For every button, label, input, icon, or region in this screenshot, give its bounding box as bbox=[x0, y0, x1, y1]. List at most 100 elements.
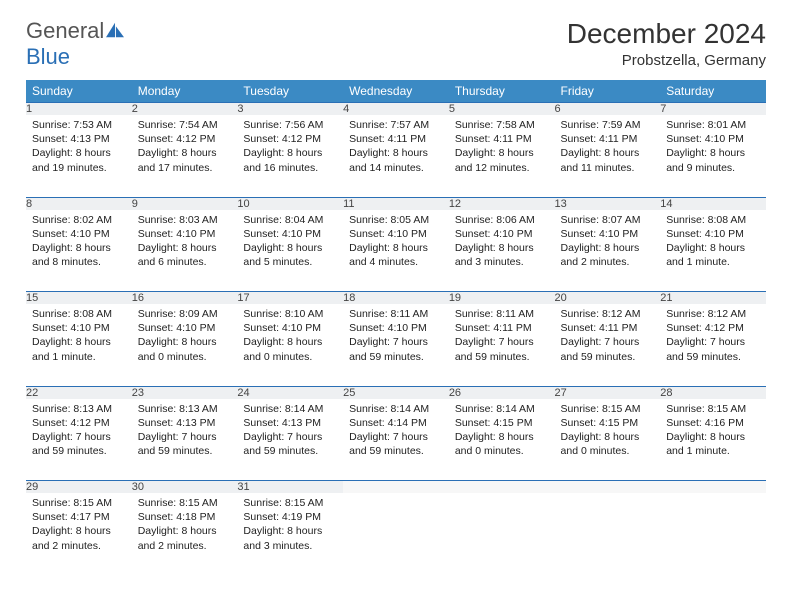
weekday-header: Tuesday bbox=[237, 80, 343, 103]
day-details: Sunrise: 8:15 AMSunset: 4:18 PMDaylight:… bbox=[132, 493, 238, 559]
sunset-text: Sunset: 4:11 PM bbox=[561, 321, 655, 335]
day-number: 6 bbox=[555, 103, 661, 116]
daylight-text: Daylight: 8 hours bbox=[243, 524, 337, 538]
sunrise-text: Sunrise: 8:02 AM bbox=[32, 213, 126, 227]
day-content-row: Sunrise: 7:53 AMSunset: 4:13 PMDaylight:… bbox=[26, 115, 766, 197]
day-number: 25 bbox=[343, 386, 449, 399]
day-number: 17 bbox=[237, 292, 343, 305]
day-number: 21 bbox=[660, 292, 766, 305]
sunrise-text: Sunrise: 8:15 AM bbox=[138, 496, 232, 510]
day-number: 2 bbox=[132, 103, 238, 116]
sunrise-text: Sunrise: 8:13 AM bbox=[138, 402, 232, 416]
day-cell: Sunrise: 7:56 AMSunset: 4:12 PMDaylight:… bbox=[237, 115, 343, 197]
day-number: 14 bbox=[660, 197, 766, 210]
day-cell: Sunrise: 8:03 AMSunset: 4:10 PMDaylight:… bbox=[132, 210, 238, 292]
day-details: Sunrise: 8:06 AMSunset: 4:10 PMDaylight:… bbox=[449, 210, 555, 276]
day-number-row: 15161718192021 bbox=[26, 292, 766, 305]
day-number: 5 bbox=[449, 103, 555, 116]
daylight-text: Daylight: 7 hours bbox=[455, 335, 549, 349]
sunset-text: Sunset: 4:13 PM bbox=[32, 132, 126, 146]
day-cell: Sunrise: 8:15 AMSunset: 4:17 PMDaylight:… bbox=[26, 493, 132, 575]
day-details: Sunrise: 8:05 AMSunset: 4:10 PMDaylight:… bbox=[343, 210, 449, 276]
daylight-text: and 3 minutes. bbox=[243, 539, 337, 553]
daylight-text: and 5 minutes. bbox=[243, 255, 337, 269]
daylight-text: Daylight: 8 hours bbox=[243, 241, 337, 255]
sunrise-text: Sunrise: 8:11 AM bbox=[349, 307, 443, 321]
daylight-text: Daylight: 8 hours bbox=[138, 335, 232, 349]
daylight-text: Daylight: 8 hours bbox=[32, 146, 126, 160]
daylight-text: Daylight: 8 hours bbox=[666, 146, 760, 160]
daylight-text: and 0 minutes. bbox=[138, 350, 232, 364]
sunset-text: Sunset: 4:10 PM bbox=[666, 227, 760, 241]
day-details: Sunrise: 8:15 AMSunset: 4:16 PMDaylight:… bbox=[660, 399, 766, 465]
day-cell: Sunrise: 8:09 AMSunset: 4:10 PMDaylight:… bbox=[132, 304, 238, 386]
daylight-text: and 16 minutes. bbox=[243, 161, 337, 175]
daylight-text: and 8 minutes. bbox=[32, 255, 126, 269]
daylight-text: Daylight: 8 hours bbox=[138, 524, 232, 538]
sunrise-text: Sunrise: 8:06 AM bbox=[455, 213, 549, 227]
sunset-text: Sunset: 4:17 PM bbox=[32, 510, 126, 524]
empty-cell bbox=[449, 493, 555, 575]
day-cell: Sunrise: 8:01 AMSunset: 4:10 PMDaylight:… bbox=[660, 115, 766, 197]
day-number-row: 891011121314 bbox=[26, 197, 766, 210]
day-cell: Sunrise: 8:08 AMSunset: 4:10 PMDaylight:… bbox=[660, 210, 766, 292]
daylight-text: Daylight: 8 hours bbox=[561, 241, 655, 255]
day-details: Sunrise: 7:56 AMSunset: 4:12 PMDaylight:… bbox=[237, 115, 343, 181]
day-content-row: Sunrise: 8:08 AMSunset: 4:10 PMDaylight:… bbox=[26, 304, 766, 386]
day-number: 26 bbox=[449, 386, 555, 399]
daylight-text: and 1 minute. bbox=[666, 255, 760, 269]
sunrise-text: Sunrise: 8:07 AM bbox=[561, 213, 655, 227]
sunset-text: Sunset: 4:19 PM bbox=[243, 510, 337, 524]
day-cell: Sunrise: 7:54 AMSunset: 4:12 PMDaylight:… bbox=[132, 115, 238, 197]
day-details: Sunrise: 8:13 AMSunset: 4:12 PMDaylight:… bbox=[26, 399, 132, 465]
sunrise-text: Sunrise: 7:56 AM bbox=[243, 118, 337, 132]
daylight-text: Daylight: 8 hours bbox=[243, 146, 337, 160]
day-number: 18 bbox=[343, 292, 449, 305]
sunrise-text: Sunrise: 8:08 AM bbox=[32, 307, 126, 321]
day-details: Sunrise: 8:08 AMSunset: 4:10 PMDaylight:… bbox=[660, 210, 766, 276]
day-number: 22 bbox=[26, 386, 132, 399]
day-number: 27 bbox=[555, 386, 661, 399]
weekday-header: Monday bbox=[132, 80, 238, 103]
empty-cell bbox=[343, 493, 449, 575]
daylight-text: Daylight: 7 hours bbox=[666, 335, 760, 349]
daylight-text: and 12 minutes. bbox=[455, 161, 549, 175]
day-number: 20 bbox=[555, 292, 661, 305]
day-details: Sunrise: 7:53 AMSunset: 4:13 PMDaylight:… bbox=[26, 115, 132, 181]
day-cell: Sunrise: 8:12 AMSunset: 4:11 PMDaylight:… bbox=[555, 304, 661, 386]
calendar-table: SundayMondayTuesdayWednesdayThursdayFrid… bbox=[26, 80, 766, 575]
logo: General Blue bbox=[26, 18, 124, 70]
day-details: Sunrise: 8:13 AMSunset: 4:13 PMDaylight:… bbox=[132, 399, 238, 465]
daylight-text: Daylight: 7 hours bbox=[349, 335, 443, 349]
sunrise-text: Sunrise: 8:12 AM bbox=[666, 307, 760, 321]
empty-day bbox=[449, 481, 555, 494]
day-cell: Sunrise: 8:15 AMSunset: 4:18 PMDaylight:… bbox=[132, 493, 238, 575]
daylight-text: Daylight: 7 hours bbox=[243, 430, 337, 444]
sunset-text: Sunset: 4:13 PM bbox=[138, 416, 232, 430]
day-number: 15 bbox=[26, 292, 132, 305]
daylight-text: Daylight: 7 hours bbox=[32, 430, 126, 444]
sunset-text: Sunset: 4:10 PM bbox=[349, 227, 443, 241]
daylight-text: and 59 minutes. bbox=[349, 350, 443, 364]
day-cell: Sunrise: 8:06 AMSunset: 4:10 PMDaylight:… bbox=[449, 210, 555, 292]
weekday-header: Friday bbox=[555, 80, 661, 103]
daylight-text: Daylight: 7 hours bbox=[349, 430, 443, 444]
empty-cell bbox=[660, 493, 766, 575]
sunrise-text: Sunrise: 8:10 AM bbox=[243, 307, 337, 321]
daylight-text: and 59 minutes. bbox=[32, 444, 126, 458]
daylight-text: Daylight: 7 hours bbox=[138, 430, 232, 444]
day-details: Sunrise: 7:58 AMSunset: 4:11 PMDaylight:… bbox=[449, 115, 555, 181]
day-number: 8 bbox=[26, 197, 132, 210]
day-details: Sunrise: 8:03 AMSunset: 4:10 PMDaylight:… bbox=[132, 210, 238, 276]
daylight-text: Daylight: 8 hours bbox=[349, 146, 443, 160]
sunset-text: Sunset: 4:10 PM bbox=[32, 227, 126, 241]
sunrise-text: Sunrise: 7:57 AM bbox=[349, 118, 443, 132]
day-details: Sunrise: 8:15 AMSunset: 4:17 PMDaylight:… bbox=[26, 493, 132, 559]
day-content-row: Sunrise: 8:02 AMSunset: 4:10 PMDaylight:… bbox=[26, 210, 766, 292]
day-details: Sunrise: 8:12 AMSunset: 4:11 PMDaylight:… bbox=[555, 304, 661, 370]
sunrise-text: Sunrise: 8:04 AM bbox=[243, 213, 337, 227]
day-cell: Sunrise: 8:13 AMSunset: 4:12 PMDaylight:… bbox=[26, 399, 132, 481]
sunset-text: Sunset: 4:11 PM bbox=[455, 132, 549, 146]
daylight-text: Daylight: 8 hours bbox=[32, 524, 126, 538]
daylight-text: and 59 minutes. bbox=[666, 350, 760, 364]
